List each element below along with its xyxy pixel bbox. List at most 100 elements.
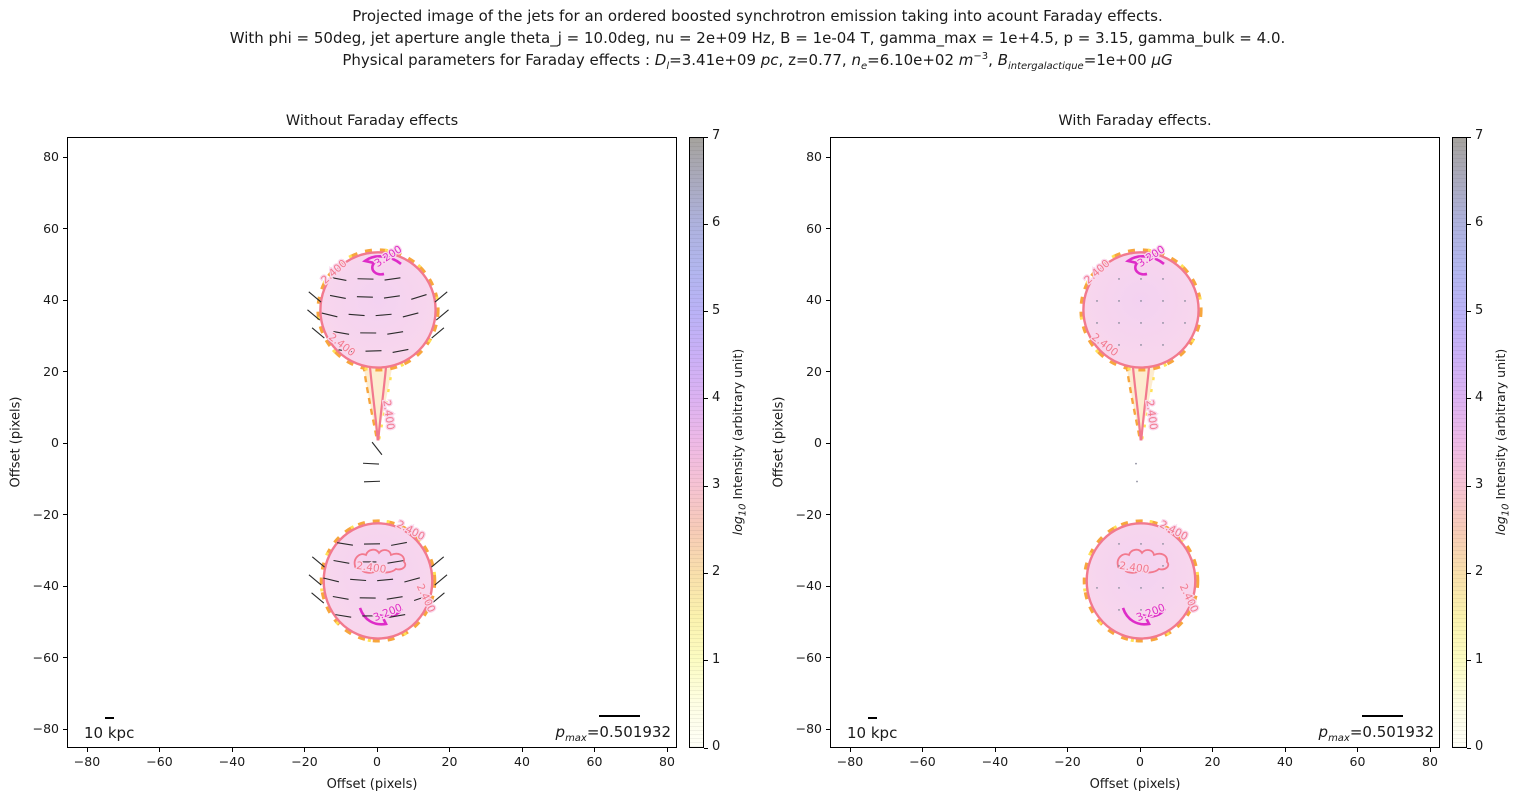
scalebar-label: 10 kpc <box>847 724 898 742</box>
scalebar-line <box>105 717 114 719</box>
subplot-with-faraday: With Faraday effects. 2.400 3.200 2.400 2.4… <box>772 113 1512 792</box>
colorbar-tick-label: 2 <box>712 564 721 580</box>
y-tick-label: 40 <box>43 292 59 307</box>
scalebar-line <box>868 717 877 719</box>
colorbar-tick-label: 7 <box>1475 128 1484 143</box>
y-tick-mark <box>826 371 830 372</box>
colorbar-tick-mark <box>704 485 708 487</box>
colorbar <box>689 137 704 748</box>
x-tick-mark <box>304 748 305 752</box>
colorbar-tick-mark <box>1467 485 1471 487</box>
pmax-symbol: p <box>555 723 566 741</box>
Dl-value: =3.41e+09 <box>669 51 761 69</box>
colorbar-tick-label: 2 <box>1475 564 1484 580</box>
x-tick-mark <box>666 748 668 752</box>
y-tick-label: −60 <box>795 649 822 665</box>
muG-unit: μG <box>1151 51 1173 69</box>
y-tick-mark <box>826 514 830 515</box>
figure-title-line1: Projected image of the jets for an order… <box>352 7 1163 25</box>
y-tick-mark <box>63 585 67 587</box>
colorbar-label: log10 Intensity (arbitrary unit) <box>730 349 749 536</box>
pmax-reference-line <box>1362 715 1403 717</box>
x-tick-mark <box>159 748 160 752</box>
log-symbol: log <box>729 516 745 536</box>
colorbar-tick-mark <box>1467 136 1471 138</box>
svg-text:2.400: 2.400 <box>355 560 386 576</box>
separator: , <box>988 51 998 69</box>
colorbar-tick-mark <box>704 223 708 225</box>
colorbar-tick-mark <box>1467 660 1471 662</box>
x-tick-label: −80 <box>836 754 864 769</box>
x-tick-label: 80 <box>1422 754 1438 769</box>
x-tick-mark <box>849 748 851 752</box>
y-tick-label: 60 <box>43 220 59 236</box>
colorbar-tick-mark <box>704 660 708 662</box>
colorbar-tick-label: 1 <box>1475 651 1484 667</box>
colorbar-tick-label: 4 <box>1475 389 1484 405</box>
x-axis-label: Offset (pixels) <box>1089 777 1181 792</box>
colorbar-tick-mark <box>704 747 708 749</box>
y-tick-mark <box>63 371 67 372</box>
scalebar-label: 10 kpc <box>84 724 135 742</box>
colorbar-tick-mark <box>704 311 708 313</box>
y-tick-mark <box>826 728 830 730</box>
y-tick-mark <box>826 657 830 658</box>
x-tick-mark <box>376 748 378 752</box>
y-tick-mark <box>63 228 67 229</box>
log-symbol: log <box>1492 516 1508 536</box>
svg-text:2.400: 2.400 <box>380 399 396 430</box>
log-subscript: 10 <box>737 503 749 517</box>
pmax-value: =0.501932 <box>586 723 671 741</box>
colorbar-tick-mark <box>1467 311 1471 313</box>
log-subscript: 10 <box>1500 503 1512 517</box>
colorbar-tick-label: 3 <box>712 477 721 493</box>
y-tick-mark <box>826 585 830 587</box>
axes-area: 2.400 3.200 2.400 2.400 2.400 2.400 3.200 2.400… <box>67 137 677 748</box>
colorbar-tick-label: 0 <box>712 739 721 754</box>
x-tick-label: 0 <box>1136 754 1144 769</box>
B-symbol: B <box>997 51 1008 69</box>
x-tick-label: 80 <box>659 754 675 769</box>
y-tick-label: −20 <box>795 506 822 522</box>
colorbar-label: log10 Intensity (arbitrary unit) <box>1493 349 1512 536</box>
ne-symbol: n <box>851 51 861 69</box>
x-tick-label: −40 <box>218 754 246 769</box>
x-tick-mark <box>1429 748 1431 752</box>
colorbar-label-text: Intensity (arbitrary unit) <box>729 348 745 504</box>
x-tick-mark <box>922 748 923 752</box>
x-tick-label: 60 <box>586 754 603 769</box>
m-unit: m <box>958 51 974 69</box>
Dl-subscript: l <box>666 61 670 72</box>
colorbar-tick-label: 0 <box>1475 739 1484 754</box>
colorbar-tick-mark <box>704 572 708 574</box>
y-tick-mark <box>63 514 67 515</box>
x-tick-label: −20 <box>291 754 318 769</box>
x-tick-label: 60 <box>1349 754 1366 769</box>
colorbar-tick-mark <box>1467 747 1471 749</box>
y-tick-label: 20 <box>806 363 822 379</box>
colorbar <box>1452 137 1467 748</box>
x-tick-label: −80 <box>73 754 101 769</box>
y-tick-mark <box>826 442 830 444</box>
pc-unit: pc <box>760 51 779 69</box>
ne-subscript: e <box>860 61 868 72</box>
x-tick-mark <box>994 748 996 752</box>
x-tick-label: 20 <box>1204 754 1221 769</box>
x-tick-label: −60 <box>909 754 936 769</box>
m-exponent: −3 <box>973 51 989 62</box>
y-tick-label: −80 <box>32 721 59 736</box>
x-tick-mark <box>449 748 450 752</box>
pmax-label: pmax=0.501932 <box>556 723 671 744</box>
panel-title: With Faraday effects. <box>1058 113 1212 129</box>
pmax-subscript: max <box>565 733 587 744</box>
y-tick-label: −40 <box>795 578 822 593</box>
x-tick-mark <box>1212 748 1213 752</box>
line3-prefix: Physical parameters for Faraday effects … <box>342 51 655 69</box>
x-tick-label: −20 <box>1054 754 1081 769</box>
figure-title-line3: Physical parameters for Faraday effects … <box>0 51 1515 72</box>
y-tick-label: −40 <box>32 578 59 593</box>
y-tick-label: 40 <box>806 292 822 307</box>
y-tick-mark <box>63 299 67 301</box>
colorbar-tick-label: 5 <box>712 302 721 318</box>
